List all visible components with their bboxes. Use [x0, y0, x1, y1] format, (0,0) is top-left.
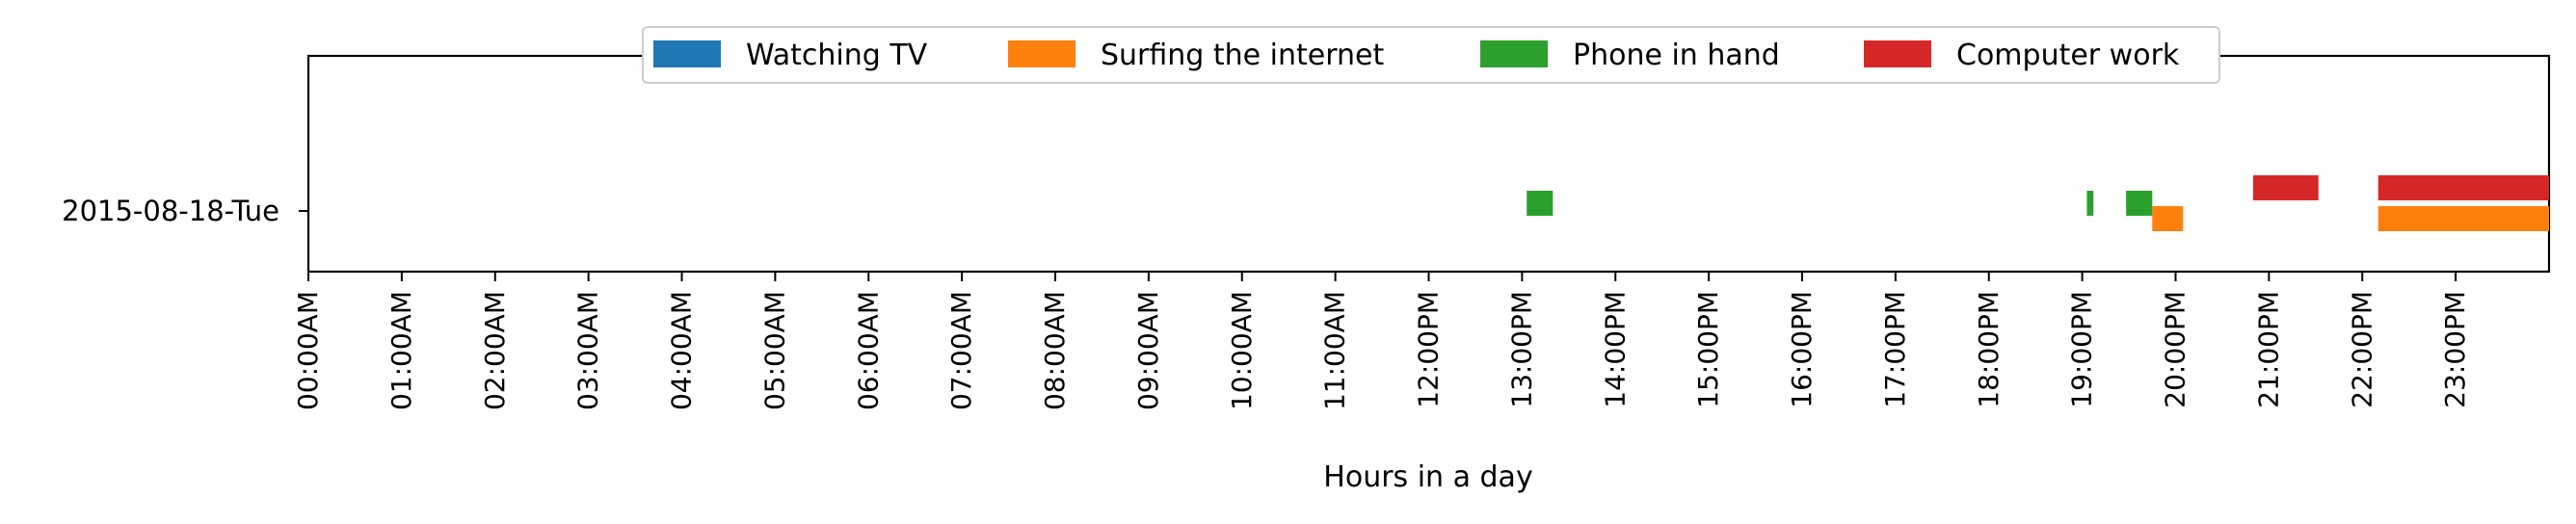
x-tick-label: 19:00PM — [2066, 291, 2098, 408]
x-tick-label: 20:00PM — [2160, 291, 2191, 408]
x-tick-label: 23:00PM — [2439, 291, 2471, 408]
bar-surfing-the-internet — [2377, 206, 2549, 231]
bar-phone-in-hand — [1527, 191, 1554, 216]
tick-layer: 00:00AM 01:00AM 02:00AM 03:00AM 04:00AM 05:00… — [292, 272, 2471, 410]
legend-swatch-watching-tv — [653, 40, 721, 67]
y-tick-label: 2015-08-18-Tue — [62, 195, 279, 227]
x-tick-label: 15:00PM — [1692, 291, 1724, 408]
plot-layer: 2015-08-18-Tue — [62, 54, 2551, 274]
bar-phone-in-hand — [2086, 191, 2094, 216]
bar-computer-work — [2377, 175, 2549, 200]
x-tick-label: 12:00PM — [1413, 291, 1445, 408]
legend-swatch-surfing-the-internet — [1008, 40, 1076, 67]
bar-computer-work — [2252, 175, 2319, 200]
plot-frame — [306, 54, 2551, 274]
legend: Watching TV Surfing the internet Phone in … — [642, 26, 2220, 84]
legend-label-watching-tv: Watching TV — [746, 39, 928, 72]
x-tick-label: 21:00PM — [2252, 291, 2284, 408]
x-tick-label: 00:00AM — [292, 291, 324, 410]
x-tick-label: 18:00PM — [1973, 291, 2005, 408]
x-tick-label: 16:00PM — [1786, 291, 1818, 408]
legend-swatch-computer-work — [1864, 40, 1931, 67]
x-tick-label: 01:00AM — [385, 291, 417, 410]
legend-label-phone-in-hand: Phone in hand — [1573, 39, 1780, 72]
x-tick-label: 09:00AM — [1132, 291, 1164, 410]
x-tick-label: 11:00AM — [1319, 291, 1351, 410]
x-axis-label: Hours in a day — [1323, 460, 1532, 494]
x-tick-label: 07:00AM — [945, 291, 977, 410]
x-tick-label: 22:00PM — [2346, 291, 2377, 408]
x-tick-label: 10:00AM — [1226, 291, 1258, 410]
x-tick-label: 14:00PM — [1599, 291, 1631, 408]
x-tick-label: 05:00AM — [758, 291, 790, 410]
x-tick-label: 03:00AM — [572, 291, 604, 410]
x-tick-label: 02:00AM — [479, 291, 511, 410]
legend-swatch-phone-in-hand — [1480, 40, 1548, 67]
bar-surfing-the-internet — [2152, 206, 2184, 231]
bar-phone-in-hand — [2126, 191, 2153, 216]
legend-label-surfing-the-internet: Surfing the internet — [1101, 39, 1384, 72]
legend-label-computer-work: Computer work — [1956, 39, 2180, 72]
x-tick-label: 08:00AM — [1039, 291, 1071, 410]
x-tick-label: 13:00PM — [1505, 291, 1537, 408]
x-tick-label: 04:00AM — [666, 291, 698, 410]
x-tick-label: 06:00AM — [852, 291, 884, 410]
x-tick-label: 17:00PM — [1879, 291, 1911, 408]
